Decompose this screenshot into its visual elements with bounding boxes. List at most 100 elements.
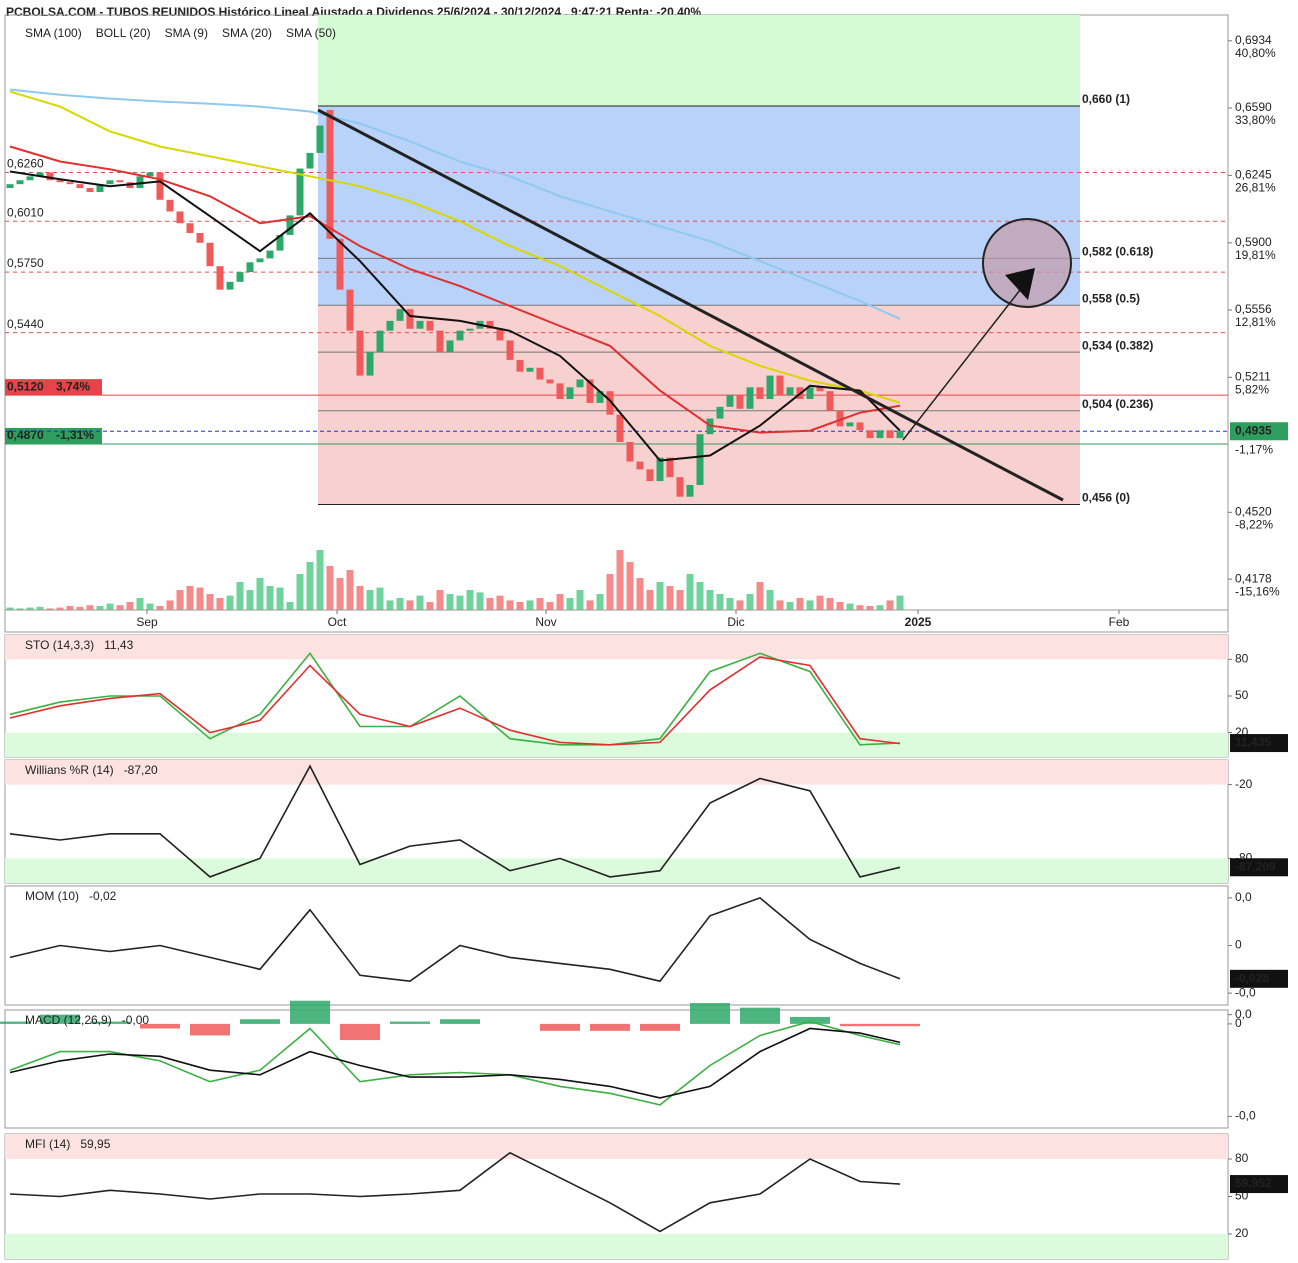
histogram-bar (290, 1000, 330, 1024)
volume-bar (696, 582, 704, 610)
x-tick-label: Nov (535, 615, 556, 629)
volume-bar (806, 600, 814, 610)
marker-label: 0,4870 (7, 428, 44, 442)
volume-bar (766, 590, 774, 610)
marker-pct: -1,31% (56, 428, 94, 442)
candle (36, 172, 44, 177)
volume-bar (66, 606, 74, 610)
candle (516, 359, 524, 372)
volume-bar (276, 587, 284, 610)
y-tick-label: 50 (1235, 688, 1249, 702)
candle (276, 234, 284, 251)
panel-title: MOM (10) (25, 889, 79, 903)
y-tick-label: 0,6590 (1235, 100, 1272, 114)
candle (336, 238, 344, 290)
last-value-box (1230, 1175, 1288, 1194)
candle (446, 340, 454, 353)
last-value-box (1230, 858, 1288, 877)
candle (886, 430, 894, 439)
candle (246, 262, 254, 273)
volume-bar (826, 598, 834, 610)
volume-bar (356, 586, 364, 610)
volume-bar (776, 600, 784, 610)
y-tick-pct: 40,80% (1235, 46, 1276, 60)
last-price-pct: -1,17% (1235, 442, 1273, 456)
volume-bar (316, 550, 324, 610)
sma-line (9, 88, 901, 320)
candle (456, 330, 464, 341)
fib-label: 0,558 (0.5) (1082, 291, 1140, 305)
volume-bar (326, 566, 334, 610)
candle (756, 387, 764, 400)
volume-bar (486, 598, 494, 610)
histogram-bar (90, 1021, 130, 1024)
histogram-bar (790, 1016, 830, 1024)
histogram-bar (40, 1014, 80, 1024)
legend-entry: SMA (9) (165, 26, 208, 40)
volume-bar (126, 602, 134, 610)
band (5, 760, 1228, 785)
indicator-line (9, 896, 901, 983)
volume-bar (746, 594, 754, 610)
volume-bar (146, 603, 154, 610)
y-tick-label: 0 (1235, 1016, 1242, 1030)
volume-bar (446, 594, 454, 610)
candle (676, 477, 684, 497)
y-tick-pct: -8,22% (1235, 518, 1273, 532)
x-tick-label: Oct (328, 615, 347, 629)
candle (486, 320, 494, 329)
y-tick-label: -0,0 (1235, 1109, 1256, 1123)
volume-bar (896, 595, 904, 610)
candle (196, 232, 204, 243)
candle (566, 387, 574, 400)
volume-bar (886, 600, 894, 610)
candle (576, 379, 584, 388)
volume-bar (656, 582, 664, 610)
volume-bar (666, 586, 674, 610)
arrow-head (1005, 268, 1035, 300)
volume-bar (756, 582, 764, 610)
band (5, 635, 1228, 660)
volume-bar (686, 574, 694, 610)
volume-bar (396, 598, 404, 610)
indicator-line (9, 764, 901, 878)
y-tick-label: 20 (1235, 1226, 1249, 1240)
drawing-tools (317, 108, 1072, 502)
candle (46, 172, 54, 181)
candle (646, 469, 654, 482)
candle (6, 184, 14, 189)
volume-bar (566, 598, 574, 610)
volume-bar (536, 598, 544, 610)
candle (166, 199, 174, 212)
candle (306, 152, 314, 169)
candle (776, 375, 784, 396)
candle (616, 414, 624, 443)
histogram-bar (140, 1023, 180, 1029)
volume-bar (546, 602, 554, 610)
y-tick-pct: 5,82% (1235, 383, 1269, 397)
volume-bar (586, 600, 594, 610)
volume-bar (616, 550, 624, 610)
candle (496, 328, 504, 341)
histogram-bar (440, 1019, 480, 1024)
volume-bar (726, 598, 734, 610)
y-tick-label: 0 (1235, 938, 1242, 952)
y-tick-label: 0,5211 (1235, 370, 1271, 384)
candle (636, 461, 644, 470)
volume-bar (846, 603, 854, 610)
panel-title: Willians %R (14) (25, 763, 114, 777)
volume-bar (26, 607, 34, 610)
marker-box (5, 427, 102, 444)
candle (806, 387, 814, 400)
panel-frame (4, 885, 1229, 1006)
candle (846, 422, 854, 427)
indicator-line (9, 651, 901, 746)
volume-bar (386, 600, 394, 610)
volume-bar (286, 602, 294, 610)
volume-bar (36, 606, 44, 610)
fib-label: 0,660 (1) (1082, 92, 1130, 106)
candle (556, 383, 564, 400)
histogram-bar (340, 1023, 380, 1041)
volume-bar (646, 590, 654, 610)
candle (66, 182, 74, 185)
